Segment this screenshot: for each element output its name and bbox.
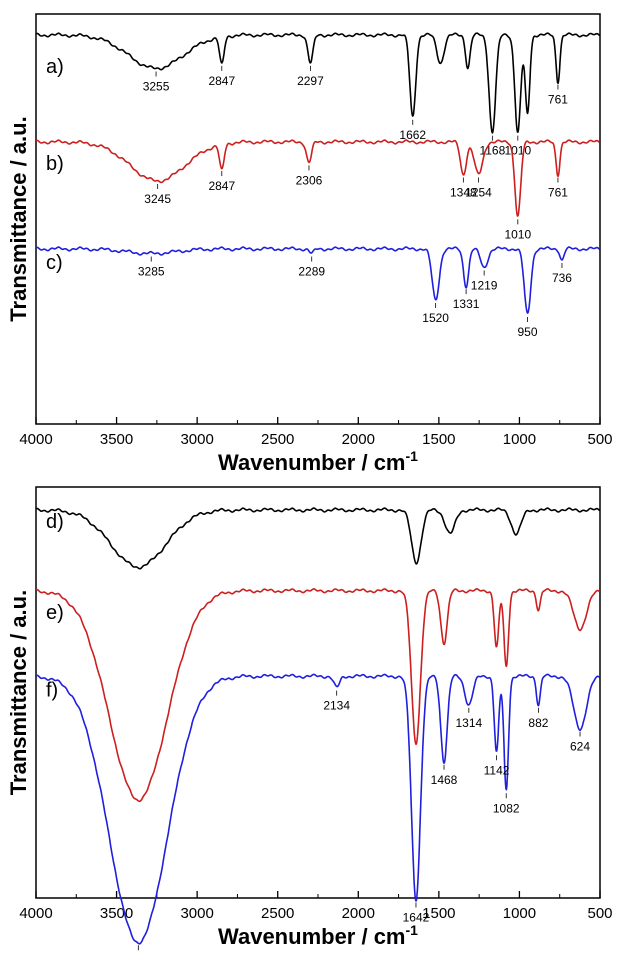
peak-label: 950 xyxy=(517,325,537,339)
spectra-panel-bottom: 4000 3500 3000 2500 2000 1500 1000 500 Wavenumbe… xyxy=(6,486,613,954)
x-tick-label: 2500 xyxy=(261,431,294,448)
x-tick-label: 1500 xyxy=(422,431,455,448)
trace-label: a) xyxy=(46,56,64,78)
y-axis-title: Transmittance / a.u. xyxy=(6,590,31,795)
peak-label: 2289 xyxy=(298,265,325,279)
peak-label: 1010 xyxy=(504,144,531,158)
peak-label: 882 xyxy=(528,716,548,730)
y-axis-title: Transmittance / a.u. xyxy=(6,116,31,321)
series-line-a xyxy=(35,32,601,134)
peak-label: 2306 xyxy=(296,173,323,187)
x-tick-label: 2000 xyxy=(342,431,375,448)
peak-label: 2134 xyxy=(323,699,350,713)
x-axis-title: Wavenumber / cm-1 xyxy=(218,448,418,475)
peak-label: 1348 xyxy=(450,186,477,200)
trace-label: b) xyxy=(46,153,64,175)
x-tick-label: 4000 xyxy=(19,431,52,448)
peak-label: 1520 xyxy=(422,311,449,325)
series-line-f xyxy=(35,673,601,945)
peak-label: 1642 xyxy=(403,911,430,925)
peak-label: 736 xyxy=(552,271,572,285)
x-tick-label: 3000 xyxy=(180,905,213,922)
peak-label: 1254 xyxy=(465,186,492,200)
x-tick-label: 500 xyxy=(587,905,612,922)
x-tick-label: 500 xyxy=(587,431,612,448)
peak-label: 1662 xyxy=(399,128,426,142)
series-line-e xyxy=(35,588,601,803)
peak-label: 624 xyxy=(570,740,590,754)
trace-label: c) xyxy=(46,252,63,274)
x-tick-label: 2000 xyxy=(342,905,375,922)
series-line-c xyxy=(35,246,601,314)
x-tick-label: 3000 xyxy=(180,431,213,448)
peak-label: 2847 xyxy=(208,179,235,193)
peak-label: 1168 xyxy=(479,144,505,158)
peak-label: 1219 xyxy=(471,279,498,293)
x-tick-label: 4000 xyxy=(19,905,52,922)
trace-label: d) xyxy=(46,511,64,533)
spectra-panel-top: 4000 3500 3000 2500 2000 1500 1000 500 Wavenumbe… xyxy=(6,13,613,475)
peak-label: 761 xyxy=(548,93,568,107)
peak-label: 2847 xyxy=(208,74,235,88)
x-tick-label: 1500 xyxy=(422,905,455,922)
peak-label: 1468 xyxy=(431,773,458,787)
series-line-b xyxy=(35,139,601,217)
x-tick-label: 1000 xyxy=(503,905,536,922)
series-line-d xyxy=(35,507,601,570)
x-tick-label: 1000 xyxy=(503,431,536,448)
peak-label: 1331 xyxy=(453,297,480,311)
peak-label: 3285 xyxy=(138,265,165,279)
peak-label: 1314 xyxy=(455,716,482,730)
x-tick-label: 3500 xyxy=(100,431,133,448)
peak-label: 761 xyxy=(548,186,568,200)
x-axis-title: Wavenumber / cm-1 xyxy=(218,922,418,949)
peak-label: 1010 xyxy=(504,227,531,241)
peak-label: 2297 xyxy=(297,74,324,88)
peak-label: 1082 xyxy=(493,801,520,815)
trace-label: f) xyxy=(46,679,58,701)
peak-label: 1142 xyxy=(484,763,510,777)
x-tick-label: 3500 xyxy=(100,905,133,922)
peak-label: 3245 xyxy=(144,192,171,206)
trace-label: e) xyxy=(46,602,64,624)
peak-label: 3255 xyxy=(143,79,170,93)
x-tick-label: 2500 xyxy=(261,905,294,922)
